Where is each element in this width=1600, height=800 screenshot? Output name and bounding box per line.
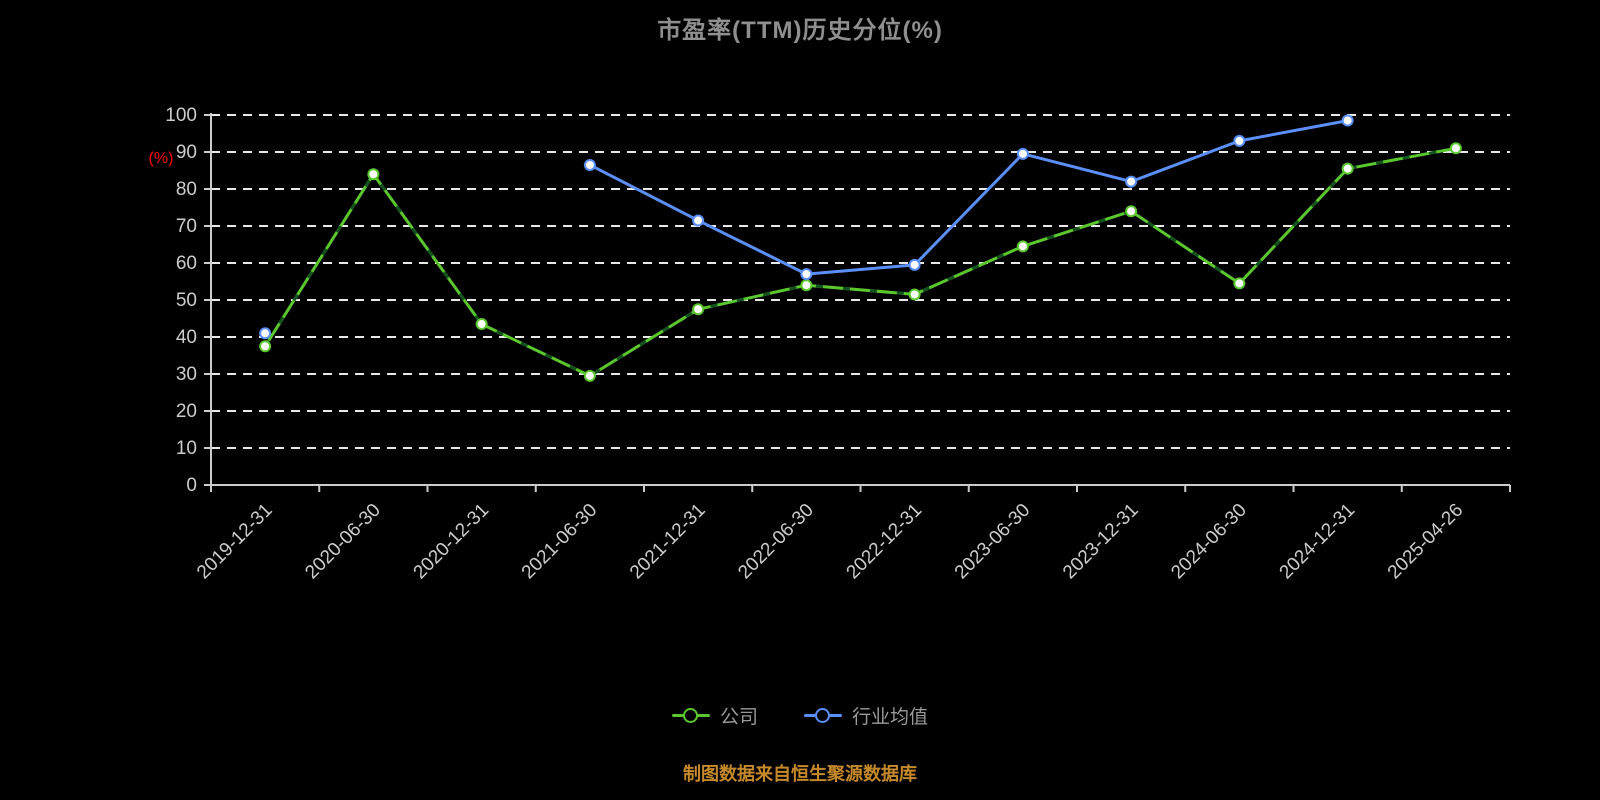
- legend-label-company: 公司: [719, 707, 758, 728]
- x-axis-label: 2019-12-31: [193, 500, 277, 584]
- y-axis-label: 10: [176, 438, 197, 459]
- y-axis-label: 40: [176, 327, 197, 348]
- x-axis-label: 2021-06-30: [518, 500, 602, 584]
- data-point-公司-2019-12-31: [259, 340, 272, 353]
- chart-title: 市盈率(TTM)历史分位(%): [657, 17, 943, 44]
- x-axis-label: 2022-06-30: [734, 500, 818, 584]
- y-axis-label: 90: [176, 142, 197, 163]
- data-point-公司-2023-12-31: [1125, 205, 1138, 218]
- data-point-行业均值-2022-12-31: [908, 258, 921, 271]
- data-source-note: 制图数据来自恒生聚源数据库: [683, 764, 917, 784]
- industry-marker-icon: [804, 707, 842, 724]
- data-point-行业均值-2021-12-31: [692, 214, 705, 227]
- data-point-公司-2022-12-31: [908, 288, 921, 301]
- series-line-1: [589, 119, 1348, 276]
- legend-item-industry[interactable]: 行业均值: [804, 702, 928, 729]
- company-marker-icon: [671, 707, 710, 724]
- legend-label-industry: 行业均值: [852, 707, 929, 728]
- data-point-公司-2023-06-30: [1016, 240, 1029, 253]
- data-point-公司-2020-12-31: [475, 318, 488, 331]
- x-axis-label: 2024-12-31: [1276, 500, 1360, 584]
- data-point-行业均值-2021-06-30: [583, 158, 596, 171]
- data-point-行业均值-2022-06-30: [800, 268, 813, 281]
- data-point-行业均值-2024-06-30: [1233, 134, 1246, 147]
- data-point-公司-2022-06-30: [800, 279, 813, 292]
- data-point-行业均值-2019-12-31: [259, 327, 272, 340]
- x-axis-label: 2020-06-30: [301, 500, 385, 584]
- data-point-行业均值-2023-06-30: [1016, 147, 1029, 160]
- x-axis-label: 2022-12-31: [843, 500, 927, 584]
- x-axis-label: 2024-06-30: [1167, 500, 1251, 584]
- x-axis-label: 2021-12-31: [626, 500, 710, 584]
- data-point-公司-2021-12-31: [692, 303, 705, 316]
- data-point-公司-2021-06-30: [583, 369, 596, 382]
- x-axis-label: 2023-06-30: [951, 500, 1035, 584]
- y-axis-label: 70: [176, 216, 197, 237]
- x-axis-label: 2025-04-26: [1384, 500, 1468, 584]
- y-axis-label: 100: [165, 105, 197, 126]
- data-point-行业均值-2024-12-31: [1341, 114, 1354, 127]
- line-chart: 0 10 20 30 40 50 60 70 80 90 100 (%) 2019-12-31 2020-…: [149, 105, 1511, 584]
- y-axis-label: 0: [186, 475, 197, 496]
- legend: 公司 行业均值: [0, 702, 1600, 729]
- y-axis-label: 30: [176, 364, 197, 385]
- x-axis-label: 2023-12-31: [1059, 500, 1143, 584]
- y-axis-name: (%): [149, 150, 174, 167]
- x-axis-label: 2020-12-31: [410, 500, 494, 584]
- y-axis-label: 50: [176, 290, 197, 311]
- data-point-公司-2024-12-31: [1341, 162, 1354, 175]
- series-line-0-dash: [263, 146, 1457, 378]
- y-axis-label: 80: [176, 179, 197, 200]
- data-point-公司-2025-04-26: [1449, 142, 1462, 155]
- y-axis-label: 60: [176, 253, 197, 274]
- y-axis-label: 20: [176, 401, 197, 422]
- data-point-公司-2024-06-30: [1233, 277, 1246, 290]
- data-point-行业均值-2023-12-31: [1125, 175, 1138, 188]
- legend-item-company[interactable]: 公司: [671, 702, 758, 729]
- data-point-公司-2020-06-30: [367, 168, 380, 181]
